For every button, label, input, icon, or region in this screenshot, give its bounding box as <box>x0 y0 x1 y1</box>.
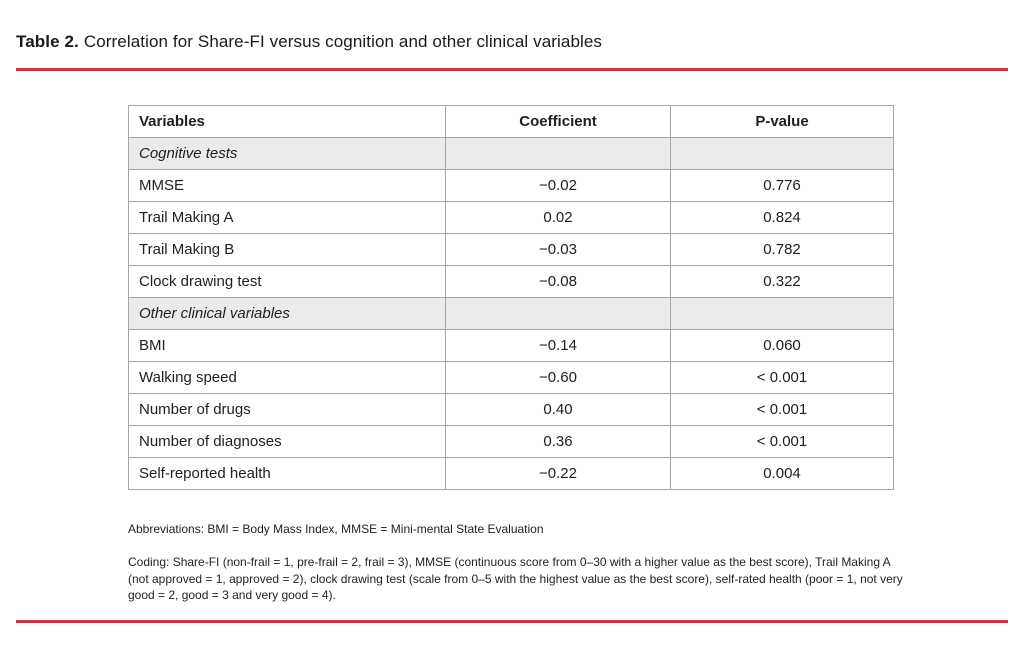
table-section-row-cognitive-tests: Cognitive tests <box>128 137 894 170</box>
coefficient-cell: −0.14 <box>445 329 671 362</box>
table-row-number-of-diagnoses: Number of diagnoses 0.36 < 0.001 <box>128 425 894 458</box>
variable-cell: Trail Making A <box>128 201 446 234</box>
p-value-cell: 0.824 <box>670 201 894 234</box>
table-header-row: Variables Coefficient P-value <box>128 105 894 138</box>
section-label: Other clinical variables <box>128 297 446 330</box>
p-value-cell: < 0.001 <box>670 393 894 426</box>
top-red-divider <box>16 68 1008 71</box>
table-row-clock-drawing-test: Clock drawing test −0.08 0.322 <box>128 265 894 298</box>
coefficient-cell: −0.03 <box>445 233 671 266</box>
table-row-number-of-drugs: Number of drugs 0.40 < 0.001 <box>128 393 894 426</box>
p-value-cell: 0.782 <box>670 233 894 266</box>
table-row-trail-making-a: Trail Making A 0.02 0.824 <box>128 201 894 234</box>
table-row-self-reported-health: Self-reported health −0.22 0.004 <box>128 457 894 490</box>
section-label: Cognitive tests <box>128 137 446 170</box>
bottom-red-divider <box>16 620 1008 623</box>
page-title: Table 2. Correlation for Share-FI versus … <box>16 32 602 52</box>
coding-footnote: Coding: Share-FI (non-frail = 1, pre-fra… <box>128 555 903 602</box>
table-row-mmse: MMSE −0.02 0.776 <box>128 169 894 202</box>
abbreviations-footnote: Abbreviations: BMI = Body Mass Index, MM… <box>128 522 544 536</box>
coefficient-cell: −0.60 <box>445 361 671 394</box>
variable-cell: Clock drawing test <box>128 265 446 298</box>
p-value-cell: 0.322 <box>670 265 894 298</box>
table-title-text: Correlation for Share-FI versus cognitio… <box>83 32 603 51</box>
p-value-cell: 0.776 <box>670 169 894 202</box>
table-section-row-other-clinical-variables: Other clinical variables <box>128 297 894 330</box>
p-value-cell: 0.060 <box>670 329 894 362</box>
coefficient-cell: −0.08 <box>445 265 671 298</box>
column-header-coefficient: Coefficient <box>445 105 671 138</box>
p-value-cell: < 0.001 <box>670 361 894 394</box>
variable-cell: Trail Making B <box>128 233 446 266</box>
table-number-label: Table 2. <box>16 32 79 51</box>
table-row-walking-speed: Walking speed −0.60 < 0.001 <box>128 361 894 394</box>
table-row-trail-making-b: Trail Making B −0.03 0.782 <box>128 233 894 266</box>
table-row-bmi: BMI −0.14 0.060 <box>128 329 894 362</box>
correlation-table: Variables Coefficient P-value Cognitive … <box>128 105 894 490</box>
coefficient-cell: −0.22 <box>445 457 671 490</box>
variable-cell: MMSE <box>128 169 446 202</box>
variable-cell: Walking speed <box>128 361 446 394</box>
coefficient-cell: 0.02 <box>445 201 671 234</box>
column-header-p-value: P-value <box>670 105 894 138</box>
coefficient-cell: −0.02 <box>445 169 671 202</box>
coefficient-cell: 0.40 <box>445 393 671 426</box>
variable-cell: Number of diagnoses <box>128 425 446 458</box>
variable-cell: BMI <box>128 329 446 362</box>
column-header-variables: Variables <box>128 105 446 138</box>
variable-cell: Number of drugs <box>128 393 446 426</box>
p-value-cell: < 0.001 <box>670 425 894 458</box>
coefficient-cell: 0.36 <box>445 425 671 458</box>
variable-cell: Self-reported health <box>128 457 446 490</box>
p-value-cell: 0.004 <box>670 457 894 490</box>
